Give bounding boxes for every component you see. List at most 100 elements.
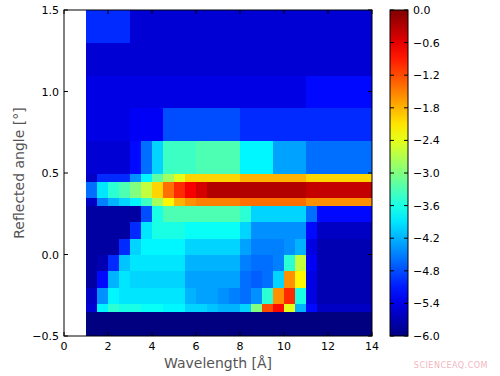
heat-cell bbox=[273, 206, 285, 223]
x-tick-label: 12 bbox=[321, 340, 335, 353]
colorbar-tick-label: −1.2 bbox=[413, 69, 440, 82]
colorbar-tick-label: −2.4 bbox=[413, 134, 440, 147]
heat-cell bbox=[328, 108, 340, 141]
heat-cell bbox=[207, 197, 219, 206]
heat-cell bbox=[152, 140, 164, 173]
heat-cell bbox=[152, 173, 164, 182]
heat-cell bbox=[339, 206, 351, 223]
heat-cell bbox=[196, 140, 208, 173]
x-tick-label: 6 bbox=[193, 340, 200, 353]
heat-cell bbox=[328, 75, 340, 108]
colorbar-tick-left bbox=[390, 238, 394, 239]
y-tick bbox=[64, 10, 68, 11]
heat-cell bbox=[196, 271, 208, 288]
heat-cell bbox=[317, 10, 329, 43]
heat-cell bbox=[295, 206, 307, 223]
heat-cell bbox=[119, 181, 131, 198]
heat-cell bbox=[152, 312, 164, 336]
heat-cell bbox=[317, 197, 329, 206]
heat-cell bbox=[328, 312, 340, 336]
heat-cell bbox=[284, 197, 296, 206]
heat-cell bbox=[295, 10, 307, 43]
heat-cell bbox=[119, 238, 131, 255]
heat-cell bbox=[229, 197, 241, 206]
heat-cell bbox=[119, 206, 131, 223]
heat-cell bbox=[306, 173, 318, 182]
heat-cell bbox=[284, 255, 296, 272]
heat-cell bbox=[174, 206, 186, 223]
heat-cell bbox=[306, 43, 318, 76]
heat-cell bbox=[306, 312, 318, 336]
heat-cell bbox=[229, 10, 241, 43]
heat-cell bbox=[240, 181, 252, 198]
heat-cell bbox=[141, 287, 153, 304]
y-tick-right bbox=[368, 10, 372, 11]
heat-cell bbox=[130, 238, 142, 255]
heat-cell bbox=[306, 197, 318, 206]
colorbar-tick-label: −4.2 bbox=[413, 232, 440, 245]
y-axis-label: Reflected angle [°] bbox=[11, 107, 27, 239]
heat-cell bbox=[163, 43, 175, 76]
heat-cell bbox=[361, 312, 372, 336]
heat-cell bbox=[350, 181, 362, 198]
heat-cell bbox=[240, 108, 252, 141]
x-tick bbox=[284, 332, 285, 336]
heat-cell bbox=[185, 222, 197, 239]
y-tick bbox=[64, 173, 68, 174]
heat-cell bbox=[196, 238, 208, 255]
heat-cell bbox=[141, 75, 153, 108]
heat-cell bbox=[130, 222, 142, 239]
heat-cell bbox=[141, 140, 153, 173]
heat-cell bbox=[196, 75, 208, 108]
heat-cell bbox=[361, 75, 372, 108]
heat-cell bbox=[163, 173, 175, 182]
heat-cell bbox=[185, 197, 197, 206]
heat-cell bbox=[152, 43, 164, 76]
heat-cell bbox=[240, 271, 252, 288]
heat-cell bbox=[240, 287, 252, 304]
colorbar-tick-left bbox=[390, 75, 394, 76]
y-tick bbox=[64, 336, 68, 337]
heat-cell bbox=[108, 10, 120, 43]
colorbar bbox=[390, 10, 408, 336]
heat-cell bbox=[86, 173, 98, 182]
colorbar-tick-label: −3.6 bbox=[413, 200, 440, 213]
y-tick-label: 0.5 bbox=[42, 167, 60, 180]
heat-cell bbox=[251, 108, 263, 141]
heat-cell bbox=[196, 108, 208, 141]
heat-cell bbox=[317, 140, 329, 173]
heat-cell bbox=[108, 140, 120, 173]
heat-cell bbox=[273, 10, 285, 43]
heat-cell bbox=[339, 75, 351, 108]
heat-cell bbox=[251, 140, 263, 173]
x-tick-label: 2 bbox=[105, 340, 112, 353]
heat-cell bbox=[339, 271, 351, 288]
heat-cell bbox=[361, 43, 372, 76]
heat-cell bbox=[130, 197, 142, 206]
heat-cell bbox=[251, 206, 263, 223]
heat-cell bbox=[86, 271, 98, 288]
heat-cell bbox=[130, 10, 142, 43]
heat-cell bbox=[284, 10, 296, 43]
heat-cell bbox=[262, 75, 274, 108]
heat-cell bbox=[328, 271, 340, 288]
heat-cell bbox=[317, 287, 329, 304]
heat-cell bbox=[185, 303, 197, 312]
heat-cell bbox=[108, 206, 120, 223]
heat-cell bbox=[240, 10, 252, 43]
heat-cell bbox=[97, 255, 109, 272]
heat-cell bbox=[108, 312, 120, 336]
heat-cell bbox=[174, 287, 186, 304]
heat-cell bbox=[163, 238, 175, 255]
heat-cell bbox=[240, 75, 252, 108]
y-tick bbox=[64, 254, 68, 255]
heat-cell bbox=[97, 287, 109, 304]
heat-cell bbox=[262, 181, 274, 198]
heat-cell bbox=[218, 43, 230, 76]
heat-cell bbox=[119, 287, 131, 304]
heat-cell bbox=[240, 222, 252, 239]
heat-cell bbox=[163, 255, 175, 272]
heat-cell bbox=[350, 43, 362, 76]
heat-cell bbox=[196, 173, 208, 182]
heat-cell bbox=[163, 271, 175, 288]
